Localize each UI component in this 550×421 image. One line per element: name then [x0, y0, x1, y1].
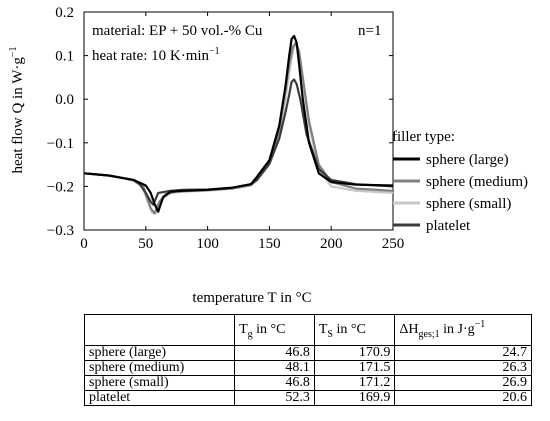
header-cell-empty	[83, 314, 236, 346]
legend-label: platelet	[426, 218, 471, 234]
y-tick-label: −0.2	[47, 179, 74, 195]
y-tick-label: 0.1	[55, 49, 74, 65]
ts-value: 171.2	[313, 375, 396, 391]
header-cell-dh: ΔHges;1 in J·g−1	[394, 314, 532, 346]
y-axis-label: heat flow Q in W·g−1	[8, 46, 26, 173]
dh-value: 20.6	[394, 390, 532, 406]
dh-value: 26.3	[394, 360, 532, 376]
x-tick-label: 200	[320, 236, 343, 252]
x-tick-label: 0	[80, 236, 88, 252]
y-tick-label: −0.3	[47, 223, 74, 239]
header-cell-ts: TS in °C	[313, 314, 396, 346]
series-line-platelet	[83, 78, 394, 206]
legend-label: sphere (small)	[426, 196, 511, 212]
dh-value: 26.9	[394, 375, 532, 391]
y-tick-label: 0.2	[55, 5, 74, 21]
plot-axes: 0 50 100 150 200 250 0.2 0.1 0.0 −0.1 −0.2 −0.3	[47, 5, 404, 252]
series-line-sphere-large	[83, 34, 394, 213]
ts-value: 169.9	[313, 390, 396, 406]
annotation-heat-rate: heat rate: 10 K·min−1	[92, 46, 220, 64]
annotation-material: material: EP + 50 vol.-% Cu	[92, 23, 263, 39]
x-tick-label: 250	[382, 236, 405, 252]
table-row: sphere (large) 46.8 170.9 24.7	[83, 345, 532, 361]
header-cell-tg: Tg in °C	[234, 314, 315, 346]
x-tick-label: 100	[196, 236, 219, 252]
annotation-n: n=1	[358, 23, 381, 39]
dh-value: 24.7	[394, 345, 532, 361]
results-table: Tg in °C TS in °C ΔHges;1 in J·g−1 spher…	[83, 314, 532, 406]
ts-value: 171.5	[313, 360, 396, 376]
legend: filler type: sphere (large) sphere (mediu…	[392, 129, 528, 234]
row-label: sphere (large)	[83, 345, 236, 361]
tg-value: 52.3	[234, 390, 315, 406]
ts-value: 170.9	[313, 345, 396, 361]
table-row: sphere (medium) 48.1 171.5 26.3	[83, 360, 532, 376]
plot-frame	[83, 11, 394, 231]
x-tick-label: 50	[138, 236, 153, 252]
table-row: platelet 52.3 169.9 20.6	[83, 390, 532, 406]
row-label: sphere (small)	[83, 375, 236, 391]
x-tick-label: 150	[258, 236, 281, 252]
legend-title: filler type:	[392, 129, 455, 145]
table-header-row: Tg in °C TS in °C ΔHges;1 in J·g−1	[83, 314, 532, 346]
tg-value: 46.8	[234, 345, 315, 361]
dsc-chart: 0 50 100 150 200 250 0.2 0.1 0.0 −0.1 −0.2 −0.3 mat…	[8, 5, 528, 306]
tg-value: 46.8	[234, 375, 315, 391]
y-tick-label: 0.0	[55, 92, 74, 108]
table-row: sphere (small) 46.8 171.2 26.9	[83, 375, 532, 391]
y-tick-label: −0.1	[47, 136, 74, 152]
x-axis-label: temperature T in °C	[192, 290, 311, 306]
legend-label: sphere (large)	[426, 152, 509, 168]
row-label: platelet	[83, 390, 236, 406]
series-line-sphere-medium	[83, 41, 394, 215]
legend-label: sphere (medium)	[426, 174, 528, 190]
tg-value: 48.1	[234, 360, 315, 376]
row-label: sphere (medium)	[83, 360, 236, 376]
series-layer	[83, 34, 394, 215]
